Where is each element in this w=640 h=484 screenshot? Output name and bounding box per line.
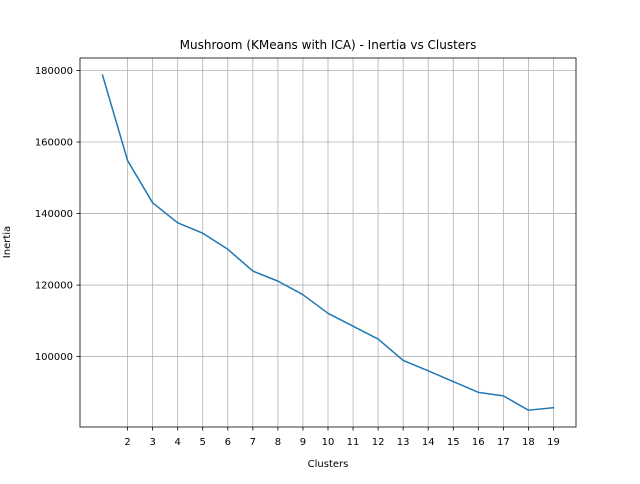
grid xyxy=(80,58,576,427)
series-line-0 xyxy=(101,74,555,411)
x-tick-label: 7 xyxy=(250,437,256,448)
series-layer xyxy=(101,74,555,411)
x-tick-label: 2 xyxy=(124,437,130,448)
x-tick-label: 6 xyxy=(225,437,231,448)
x-tick-label: 19 xyxy=(547,437,560,448)
x-tick-label: 14 xyxy=(422,437,435,448)
y-axis-label: Inertia xyxy=(2,226,13,258)
y-tick-label: 100000 xyxy=(35,352,73,363)
y-tick-label: 140000 xyxy=(35,209,73,220)
x-tick-label: 12 xyxy=(372,437,385,448)
x-axis-label: Clusters xyxy=(308,459,349,470)
chart-title: Mushroom (KMeans with ICA) - Inertia vs … xyxy=(180,38,477,52)
x-tick-label: 8 xyxy=(275,437,281,448)
x-tick-label: 18 xyxy=(522,437,535,448)
x-tick-label: 10 xyxy=(322,437,335,448)
x-tick-label: 5 xyxy=(200,437,206,448)
x-tick-label: 9 xyxy=(300,437,306,448)
x-tick-label: 11 xyxy=(347,437,360,448)
x-tick-label: 17 xyxy=(497,437,510,448)
y-tick-label: 160000 xyxy=(35,138,73,149)
y-tick-label: 120000 xyxy=(35,281,73,292)
x-tick-label: 16 xyxy=(472,437,485,448)
ticks: 2 3 4 5 6 7 8 9 10 11 12 13 14 15 16 17 18 19 100000 120000… xyxy=(35,66,560,448)
x-tick-label: 15 xyxy=(447,437,460,448)
x-tick-label: 3 xyxy=(149,437,155,448)
y-tick-label: 180000 xyxy=(35,66,73,77)
x-tick-label: 13 xyxy=(397,437,410,448)
x-tick-label: 4 xyxy=(175,437,181,448)
plot-frame xyxy=(79,57,577,428)
